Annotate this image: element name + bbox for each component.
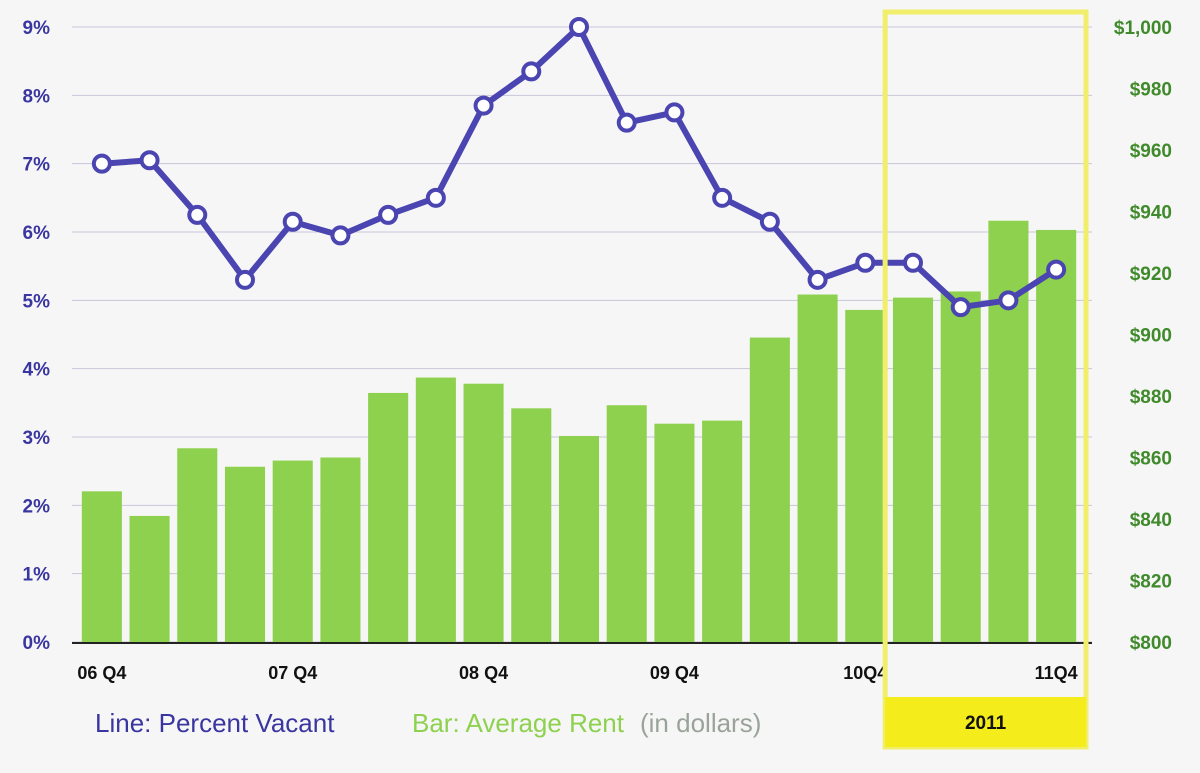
x-tick-label: 08 Q4 — [459, 663, 508, 683]
highlight-label-box — [885, 697, 1086, 747]
vacancy-point — [1046, 259, 1067, 280]
vacancy-point — [521, 61, 542, 82]
x-axis-quarters: 06 Q4 07 Q4 08 Q4 09 Q4 10Q4 11Q4 — [77, 663, 1077, 683]
left-tick-label: 9% — [23, 18, 51, 39]
vacancy-line — [91, 17, 1067, 318]
vacancy-point — [187, 204, 208, 225]
vacancy-point — [998, 290, 1019, 311]
rent-bar — [606, 405, 647, 642]
left-tick-label: 0% — [23, 633, 51, 654]
right-tick-label: $920 — [1130, 264, 1172, 285]
vacancy-point — [378, 204, 399, 225]
left-tick-label: 6% — [23, 223, 51, 244]
rent-bar — [129, 515, 170, 642]
right-tick-label: $800 — [1130, 633, 1172, 654]
x-tick-label: 11Q4 — [1035, 663, 1078, 683]
left-tick-label: 3% — [23, 428, 51, 449]
legend-line-label: Line: Percent Vacant — [95, 708, 335, 738]
rent-bar — [368, 392, 409, 642]
left-tick-label: 2% — [23, 496, 51, 517]
highlight-label: 2011 — [965, 713, 1007, 734]
left-tick-label: 7% — [23, 155, 51, 176]
x-tick-label: 10Q4 — [843, 663, 887, 683]
right-tick-label: $940 — [1130, 203, 1172, 224]
right-tick-label: $860 — [1130, 449, 1172, 470]
vacancy-point — [950, 297, 971, 318]
vacancy-point — [473, 95, 494, 116]
left-tick-label: 8% — [23, 86, 51, 107]
rent-bar — [702, 420, 743, 642]
rent-bar — [892, 297, 934, 642]
rent-bar — [415, 377, 456, 642]
vacancy-point — [807, 269, 828, 290]
right-tick-label: $900 — [1130, 326, 1172, 347]
highlight-2011: 2011 — [882, 9, 1089, 750]
right-tick-label: $880 — [1130, 387, 1172, 408]
rent-bar — [463, 383, 504, 642]
legend-bar-unit: (in dollars) — [640, 708, 761, 738]
right-tick-label: $840 — [1130, 510, 1172, 531]
vacancy-point — [282, 211, 303, 232]
left-axis-percent: 0% 1% 2% 3% 4% 5% 6% 7% 8% 9% — [23, 18, 51, 654]
rent-bars — [81, 220, 1077, 642]
right-tick-label: $980 — [1130, 80, 1172, 101]
rent-bar — [224, 466, 266, 642]
right-tick-label: $960 — [1130, 141, 1172, 162]
rent-bar — [845, 309, 886, 642]
left-tick-label: 4% — [23, 360, 51, 381]
rent-bar — [272, 460, 313, 642]
vacancy-point — [91, 153, 112, 174]
vacancy-point — [616, 112, 637, 133]
left-tick-label: 1% — [23, 565, 51, 586]
x-tick-label: 06 Q4 — [77, 663, 126, 683]
rent-bar — [558, 435, 600, 642]
rent-bar — [511, 408, 552, 642]
vacancy-point — [330, 225, 351, 246]
rent-bar — [81, 491, 122, 642]
rent-bar — [654, 423, 695, 642]
x-tick-label: 09 Q4 — [650, 663, 699, 683]
right-tick-label: $1,000 — [1114, 18, 1172, 39]
vacancy-point — [759, 211, 780, 232]
rent-bar — [940, 291, 981, 642]
right-axis-dollars: $800 $820 $840 $860 $880 $900 $920 $940 $960 $980… — [1114, 18, 1172, 654]
vacancy-point — [569, 17, 589, 37]
rent-bar — [320, 457, 361, 642]
vacancy-point — [712, 187, 733, 208]
vacancy-point — [903, 252, 923, 273]
right-tick-label: $820 — [1130, 572, 1172, 593]
rent-bar — [177, 448, 218, 642]
rent-bar — [797, 294, 838, 642]
rent-bar — [749, 337, 790, 642]
vacancy-point — [855, 252, 876, 273]
rent-bar — [988, 220, 1029, 642]
left-tick-label: 5% — [23, 291, 51, 312]
vacancy-point — [235, 269, 255, 290]
vacancy-point — [664, 102, 685, 123]
vacancy-point — [425, 187, 446, 208]
x-tick-label: 07 Q4 — [268, 663, 317, 683]
vacancy-point — [139, 150, 160, 171]
legend-bar-label: Bar: Average Rent — [412, 708, 625, 738]
rent-bar — [1036, 229, 1077, 642]
legend: Line: Percent Vacant Bar: Average Rent (… — [95, 708, 761, 738]
